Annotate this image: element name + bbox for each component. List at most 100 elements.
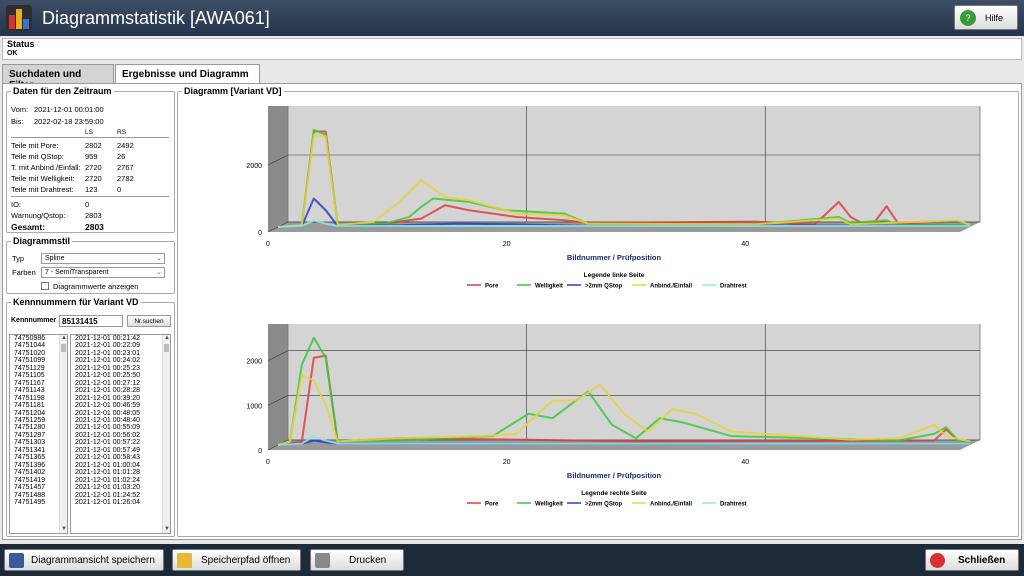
legend-item: Welligkeit bbox=[535, 502, 563, 508]
list-item[interactable]: 74751488 bbox=[14, 491, 46, 499]
col-ls-header: LS bbox=[85, 129, 93, 136]
list-item[interactable]: 2021-12-01 01:26:04 bbox=[75, 498, 140, 506]
list-item[interactable]: 74751143 bbox=[14, 387, 45, 395]
timestamp-items: 2021-12-01 00:21:42 2021-12-01 00:22:09 20… bbox=[71, 335, 170, 506]
scroll-up-icon[interactable]: ▲ bbox=[61, 335, 67, 341]
timestamp-list[interactable]: 2021-12-01 00:21:42 2021-12-01 00:22:09 20… bbox=[70, 334, 171, 534]
help-button[interactable]: ? Hilfe bbox=[954, 5, 1018, 30]
list-item[interactable]: 74751129 bbox=[14, 364, 45, 372]
open-path-button[interactable]: Speicherpfad öffnen bbox=[172, 549, 301, 571]
divider bbox=[11, 137, 169, 138]
list-item[interactable]: 74751020 bbox=[14, 349, 46, 357]
list-item[interactable]: 2021-12-01 01:01:28 bbox=[75, 469, 140, 477]
id-number-list[interactable]: 74750986 74751044 74751020 74751099 74751129… bbox=[9, 334, 68, 534]
row-anbind-ls: 2720 bbox=[85, 163, 102, 172]
list-item[interactable]: 74751495 bbox=[14, 498, 46, 506]
search-number-button[interactable]: Nr.suchen bbox=[127, 315, 171, 327]
list-item[interactable]: 74751280 bbox=[14, 424, 46, 432]
list-scrollbar[interactable]: ▲ ▼ bbox=[59, 335, 67, 533]
scroll-thumb[interactable] bbox=[61, 344, 66, 352]
row-welligkeit-label: Teile mit Welligkeit: bbox=[11, 174, 75, 183]
list-item[interactable]: 74751044 bbox=[14, 342, 46, 350]
scroll-up-icon[interactable]: ▲ bbox=[164, 335, 170, 341]
list-item[interactable]: 2021-12-01 00:24:02 bbox=[75, 357, 140, 365]
list-item[interactable]: 74750986 bbox=[14, 335, 46, 342]
list-item[interactable]: 74751341 bbox=[14, 446, 46, 454]
type-select[interactable]: Spline ⌄ bbox=[41, 253, 165, 264]
list-scrollbar[interactable]: ▲ ▼ bbox=[162, 335, 170, 533]
list-item[interactable]: 74751402 bbox=[14, 469, 46, 477]
chart-right-side: 010002000300002040Bildnummer / Prüfposit… bbox=[246, 324, 981, 508]
list-item[interactable]: 74751099 bbox=[14, 357, 46, 365]
legend-item: Anbind./Einfall bbox=[650, 284, 692, 290]
list-item[interactable]: 74751259 bbox=[14, 416, 46, 424]
close-icon bbox=[930, 553, 945, 568]
tab-results-diagram[interactable]: Ergebnisse und Diagramm bbox=[115, 64, 260, 83]
y-tick-label: 0 bbox=[258, 230, 262, 237]
chart-left-side: 02000400002040Bildnummer / PrüfpositionL… bbox=[246, 106, 981, 290]
legend-title: Legende rechte Seite bbox=[581, 490, 647, 497]
list-item[interactable]: 2021-12-01 00:55:09 bbox=[75, 424, 140, 432]
warn-value: 2803 bbox=[85, 211, 102, 220]
y-tick-label: 2000 bbox=[246, 359, 262, 366]
colors-select[interactable]: 7 - SemiTransparent ⌄ bbox=[41, 267, 165, 278]
list-item[interactable]: 74751204 bbox=[14, 409, 46, 417]
list-item[interactable]: 74751105 bbox=[14, 372, 45, 380]
list-item[interactable]: 2021-12-01 00:25:50 bbox=[75, 372, 140, 380]
row-drahtrest-ls: 123 bbox=[85, 185, 98, 194]
list-item[interactable]: 74751365 bbox=[14, 454, 46, 462]
x-axis-label: Bildnummer / Prüfposition bbox=[567, 253, 662, 262]
list-item[interactable]: 74751167 bbox=[14, 379, 45, 387]
list-item[interactable]: 2021-12-01 00:56:02 bbox=[75, 431, 140, 439]
list-item[interactable]: 74751181 bbox=[14, 402, 45, 410]
close-button[interactable]: Schließen bbox=[925, 549, 1019, 571]
legend-item: Drahtrest bbox=[720, 284, 747, 290]
list-item[interactable]: 2021-12-01 00:39:20 bbox=[75, 394, 140, 402]
io-label: IO: bbox=[11, 200, 22, 209]
chart-side-wall bbox=[268, 324, 288, 450]
list-item[interactable]: 2021-12-01 00:28:28 bbox=[75, 387, 140, 395]
scroll-down-icon[interactable]: ▼ bbox=[164, 525, 170, 532]
y-tick-label: 0 bbox=[258, 448, 262, 455]
scroll-thumb[interactable] bbox=[164, 344, 169, 352]
list-item[interactable]: 2021-12-01 00:46:59 bbox=[75, 402, 140, 410]
list-item[interactable]: 74751396 bbox=[14, 461, 46, 469]
list-item[interactable]: 2021-12-01 00:57:49 bbox=[75, 446, 140, 454]
id-number-input[interactable]: 85131415 bbox=[59, 315, 123, 327]
list-item[interactable]: 2021-12-01 00:58:43 bbox=[75, 454, 140, 462]
print-button[interactable]: Drucken bbox=[310, 549, 404, 571]
save-view-button[interactable]: Diagrammansicht speichern bbox=[4, 549, 164, 571]
list-item[interactable]: 2021-12-01 01:02:24 bbox=[75, 476, 140, 484]
row-qstop-rs: 26 bbox=[117, 152, 126, 161]
list-item[interactable]: 2021-12-01 00:27:12 bbox=[75, 379, 140, 387]
show-values-label: Diagrammwerte anzeigen bbox=[53, 282, 139, 291]
list-item[interactable]: 2021-12-01 01:00:04 bbox=[75, 461, 140, 469]
open-path-label: Speicherpfad öffnen bbox=[201, 555, 291, 566]
row-drahtrest-rs: 0 bbox=[117, 185, 122, 194]
show-values-checkbox[interactable] bbox=[41, 282, 49, 290]
list-item[interactable]: 2021-12-01 01:24:52 bbox=[75, 491, 140, 499]
list-item[interactable]: 74751457 bbox=[14, 484, 46, 492]
list-item[interactable]: 2021-12-01 00:48:05 bbox=[75, 409, 140, 417]
scroll-down-icon[interactable]: ▼ bbox=[61, 525, 67, 532]
list-item[interactable]: 74751419 bbox=[14, 476, 46, 484]
tab-search-filter[interactable]: Suchdaten und Filter bbox=[2, 64, 114, 91]
list-item[interactable]: 2021-12-01 01:03:20 bbox=[75, 484, 140, 492]
row-welligkeit-ls: 2720 bbox=[85, 174, 102, 183]
status-value: OK bbox=[7, 50, 18, 57]
diagram-style-group: Diagrammstil Typ Spline ⌄ Farben 7 - Semi… bbox=[6, 236, 175, 294]
divider bbox=[11, 196, 169, 197]
list-item[interactable]: 74751198 bbox=[14, 394, 45, 402]
list-item[interactable]: 2021-12-01 00:57:22 bbox=[75, 439, 140, 447]
list-item[interactable]: 2021-12-01 00:21:42 bbox=[75, 335, 140, 342]
list-item[interactable]: 74751297 bbox=[14, 431, 46, 439]
list-item[interactable]: 74751303 bbox=[14, 439, 46, 447]
row-qstop-ls: 959 bbox=[85, 152, 98, 161]
list-item[interactable]: 2021-12-01 00:48:40 bbox=[75, 416, 140, 424]
list-item[interactable]: 2021-12-01 00:22:09 bbox=[75, 342, 140, 350]
chart-floor bbox=[268, 440, 980, 450]
list-item[interactable]: 2021-12-01 00:25:23 bbox=[75, 364, 140, 372]
list-item[interactable]: 2021-12-01 00:23:01 bbox=[75, 349, 140, 357]
save-view-label: Diagrammansicht speichern bbox=[31, 555, 155, 566]
id-number-items: 74750986 74751044 74751020 74751099 74751129… bbox=[10, 335, 67, 506]
